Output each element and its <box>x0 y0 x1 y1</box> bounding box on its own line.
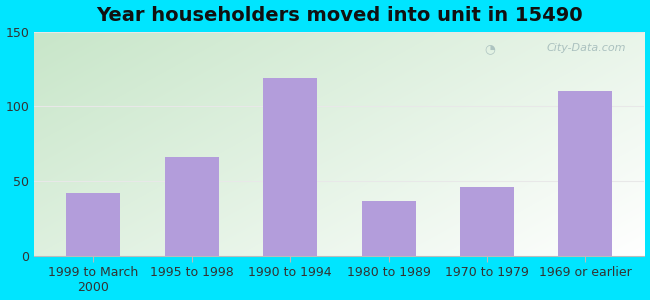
Bar <box>164 157 219 256</box>
Bar <box>558 92 612 256</box>
Bar <box>66 193 120 256</box>
Text: City-Data.com: City-Data.com <box>547 43 626 53</box>
Text: ◔: ◔ <box>484 42 495 55</box>
Bar <box>361 201 415 256</box>
Bar <box>263 78 317 256</box>
Bar <box>460 187 514 256</box>
Title: Year householders moved into unit in 15490: Year householders moved into unit in 154… <box>96 6 582 25</box>
